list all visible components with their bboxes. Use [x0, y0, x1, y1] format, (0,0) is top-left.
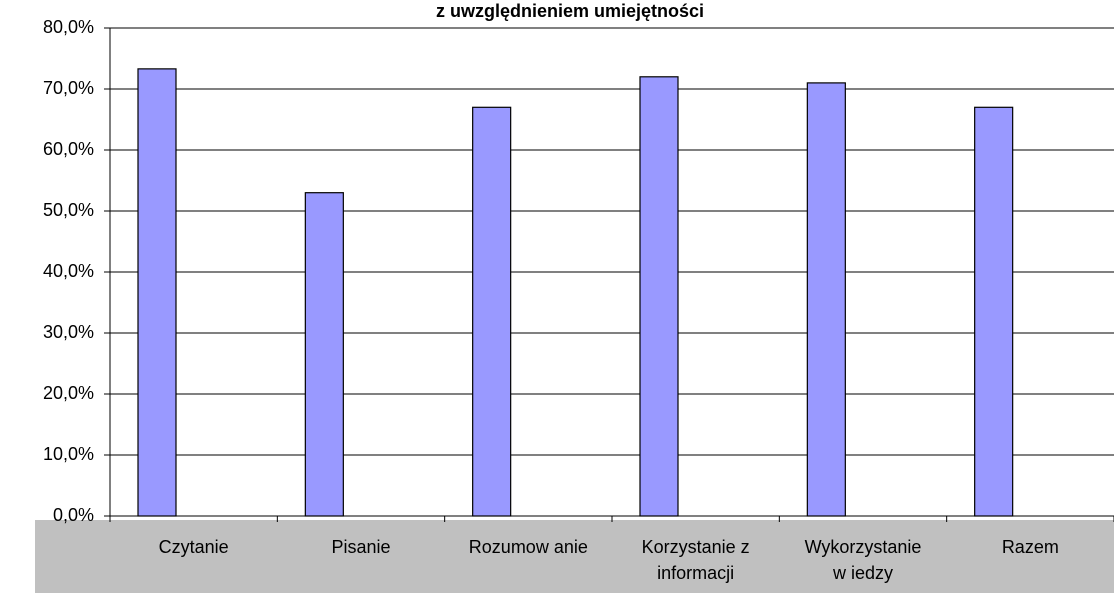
bar: [639, 76, 679, 517]
bar: [304, 192, 344, 517]
y-tick-label: 40,0%: [43, 261, 94, 281]
y-tick-label: 10,0%: [43, 444, 94, 464]
y-tick-label: 30,0%: [43, 322, 94, 342]
bar: [472, 106, 512, 517]
chart-area-bottom: [35, 520, 1114, 593]
y-tick-label: 70,0%: [43, 78, 94, 98]
y-tick-label: 0,0%: [53, 505, 94, 525]
x-tick-label: Wykorzystanie w iedzy: [804, 537, 922, 583]
x-tick-label: Razem: [1001, 537, 1059, 557]
bar: [137, 68, 177, 517]
y-tick-label: 80,0%: [43, 17, 94, 37]
bar: [974, 106, 1014, 517]
x-tick-label: Czytanie: [158, 537, 229, 557]
x-tick-label: Korzystanie z informacji: [641, 537, 750, 583]
y-tick-label: 20,0%: [43, 383, 94, 403]
y-tick-label: 60,0%: [43, 139, 94, 159]
x-tick-label: Pisanie: [331, 537, 391, 557]
y-tick-label: 50,0%: [43, 200, 94, 220]
x-tick-label: Rozumow anie: [468, 537, 588, 557]
chart-title: z uwzględnieniem umiejętności: [436, 1, 704, 21]
bar: [806, 82, 846, 517]
